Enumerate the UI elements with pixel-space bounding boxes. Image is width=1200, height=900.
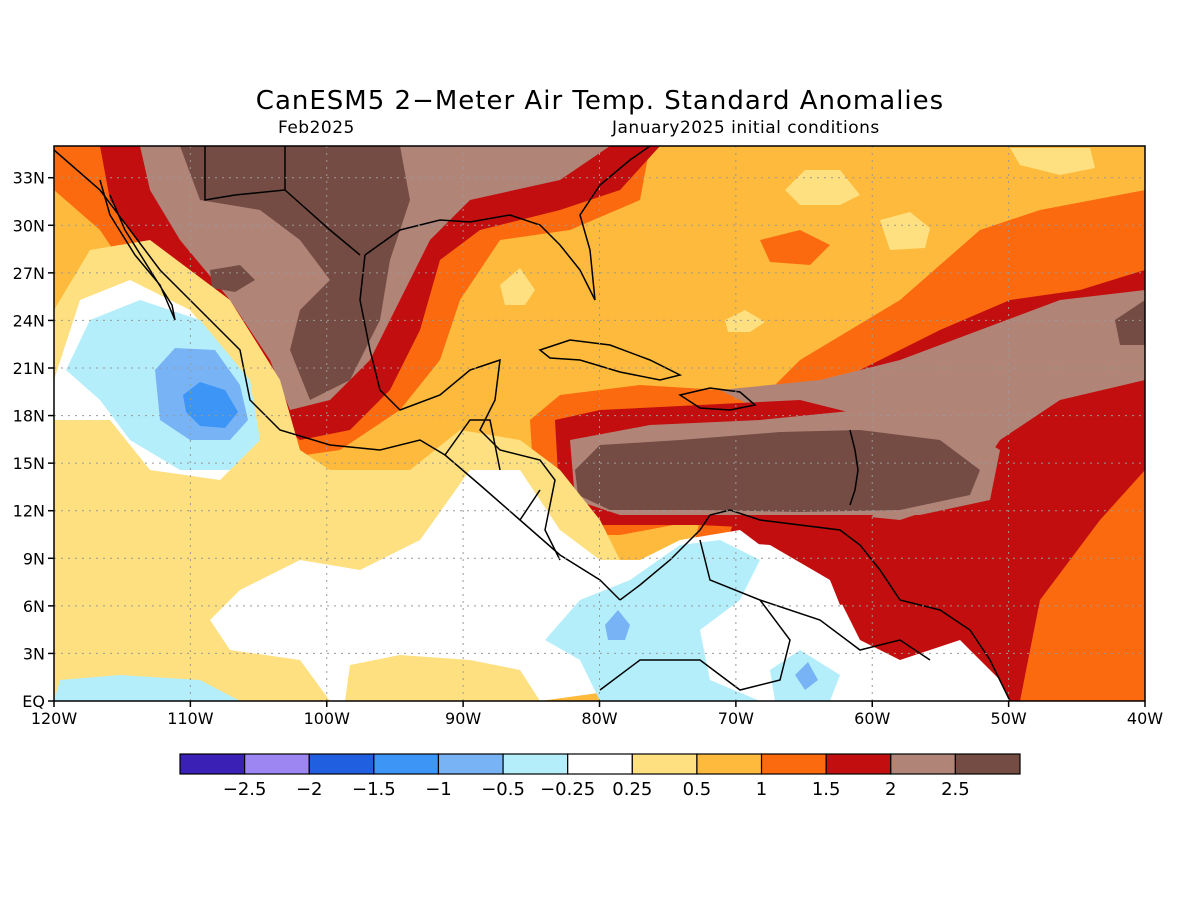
coast-hispaniola — [678, 387, 757, 411]
lon-tick-label: 40W — [1127, 709, 1163, 728]
anomaly-field — [54, 146, 1145, 701]
field-atl-yellow-1 — [785, 170, 860, 205]
colorbar-label: 1.5 — [812, 779, 841, 800]
field-atl-orange-1 — [760, 230, 830, 265]
coast-cuba — [538, 339, 683, 381]
border-sa-inland — [599, 539, 931, 691]
colorbar-swatch — [437, 753, 504, 775]
field-sa-cyan — [545, 540, 760, 701]
field-atl-yellow-5 — [725, 310, 765, 332]
colorbar-swatch — [373, 753, 440, 775]
colorbar-label: −0.25 — [540, 779, 595, 800]
colorbar-swatch — [825, 753, 892, 775]
lat-tick-label: 9N — [23, 549, 45, 568]
colorbar-swatch — [244, 753, 310, 775]
colorbar-label: 0.25 — [612, 779, 652, 800]
map-title: CanESM5 2−Meter Air Temp. Standard Anoma… — [255, 86, 945, 116]
colorbar-label: −1 — [425, 779, 452, 800]
field-atl-yellow-3 — [1010, 148, 1095, 175]
colorbar-swatch — [502, 753, 569, 775]
field-na-brown-dark — [180, 146, 410, 400]
field-guiana-red — [830, 560, 870, 605]
lat-tick-label: 6N — [23, 597, 45, 616]
colorbar-swatch — [631, 753, 698, 775]
lon-tick-label: 60W — [854, 709, 890, 728]
grid-lines — [54, 146, 1145, 701]
lat-tick-label: 21N — [13, 359, 45, 378]
valid-month-label: Feb2025 — [278, 118, 355, 138]
field-sa-blue-2 — [795, 662, 818, 690]
coast-gulf-mexico — [359, 254, 561, 561]
border-central-america — [444, 419, 541, 521]
lat-tick-label: 27N — [13, 264, 45, 283]
colorbar-swatch — [760, 753, 827, 775]
field-carib-brown-dark — [575, 430, 980, 512]
lat-tick-label: 12N — [13, 502, 45, 521]
lat-tick-label: 18N — [13, 407, 45, 426]
colorbar-label: −0.5 — [481, 779, 525, 800]
colorbar-swatch — [954, 753, 1021, 775]
lon-tick-label: 90W — [445, 709, 481, 728]
coast-south-america — [619, 509, 1011, 701]
field-atl-yellow-2 — [880, 212, 930, 250]
lon-tick-label: 110W — [167, 709, 214, 728]
lon-tick-label: 100W — [304, 709, 351, 728]
lon-tick-label: 80W — [581, 709, 617, 728]
lat-tick-label: 30N — [13, 216, 45, 235]
border-us-mexico — [204, 146, 361, 256]
field-sa-blue — [605, 610, 630, 640]
coast-florida-east — [579, 146, 651, 301]
field-pacific-blue2 — [183, 382, 238, 428]
lat-tick-label: 33N — [13, 169, 45, 188]
lon-tick-label: 120W — [31, 709, 78, 728]
init-conditions-label: January2025 initial conditions — [612, 118, 880, 138]
lat-tick-label: 24N — [13, 311, 45, 330]
lon-tick-label: 50W — [991, 709, 1027, 728]
colorbar-label: 0.5 — [683, 779, 712, 800]
colorbar: −2.5 −2 −1.5 −1 −0.5 −0.25 0.25 0.5 1 1.5 2 2.5 — [179, 753, 1021, 800]
lat-tick-label: EQ — [22, 692, 45, 711]
colorbar-swatch — [567, 753, 633, 775]
coast-gulf-us — [364, 214, 596, 301]
colorbar-label: 2 — [885, 779, 896, 800]
field-east-orange-inner — [1020, 470, 1145, 701]
axis-ticks: 120W 110W 100W 90W 80W 70W 60W 50W 40W EQ 3N 6N 9N 12… — [13, 169, 1164, 728]
colorbar-label: −2.5 — [223, 779, 267, 800]
colorbar-label: 2.5 — [941, 779, 970, 800]
colorbar-swatch — [308, 753, 375, 775]
field-atl-yellow-4 — [500, 268, 535, 305]
field-pacific-yellow-2 — [345, 655, 540, 701]
lat-tick-label: 3N — [23, 644, 45, 663]
field-atl-brown-spot — [1115, 300, 1145, 345]
colorbar-swatch — [179, 753, 246, 775]
coastlines — [54, 146, 1011, 701]
colorbar-label: 1 — [756, 779, 767, 800]
coast-lesser-antilles — [849, 429, 859, 506]
field-na-brown-dark-2 — [210, 265, 255, 292]
colorbar-swatch — [696, 753, 763, 775]
lat-tick-label: 15N — [13, 454, 45, 473]
colorbar-swatch — [890, 753, 956, 775]
coast-pacific-mexico — [54, 149, 621, 601]
field-eq-cyan — [54, 675, 240, 701]
colorbar-label: −2 — [296, 779, 323, 800]
colorbar-label: −1.5 — [352, 779, 396, 800]
lon-tick-label: 70W — [718, 709, 754, 728]
